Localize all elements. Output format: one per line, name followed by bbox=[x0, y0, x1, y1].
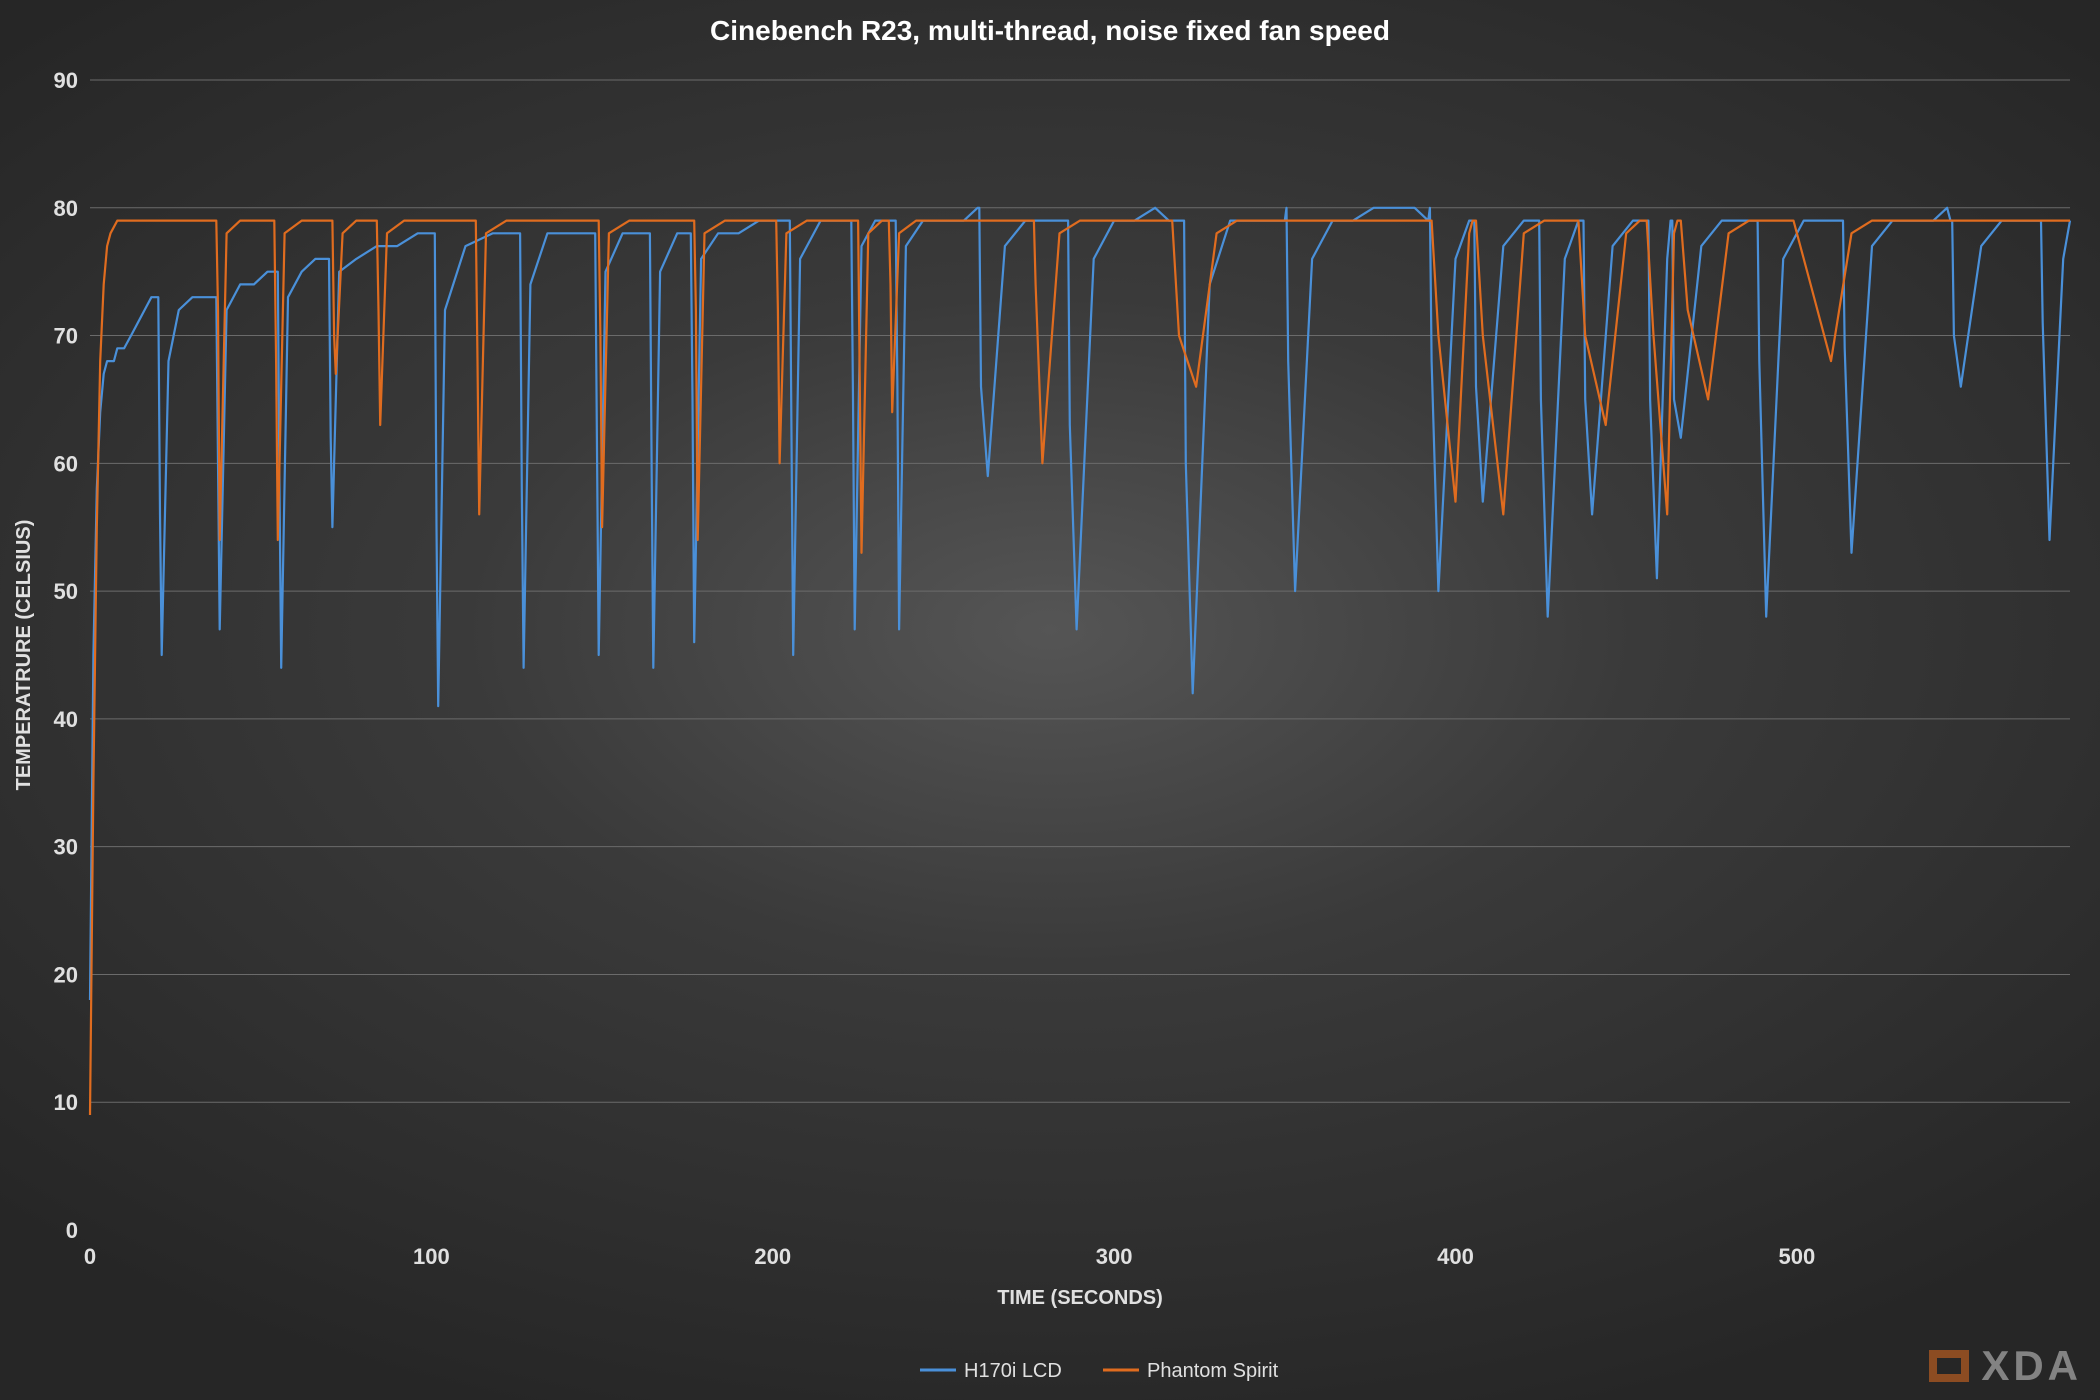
y-axis-ticks: 0 10 20 30 40 50 60 70 80 90 bbox=[54, 68, 78, 1243]
x-axis-ticks: 0 100 200 300 400 500 bbox=[84, 1244, 1815, 1269]
svg-text:10: 10 bbox=[54, 1090, 78, 1115]
svg-text:200: 200 bbox=[754, 1244, 791, 1269]
svg-text:100: 100 bbox=[413, 1244, 450, 1269]
y-axis-label: TEMPERATRURE (CELSIUS) bbox=[13, 520, 35, 791]
x-axis-label: TIME (SECONDS) bbox=[997, 1287, 1163, 1309]
svg-text:60: 60 bbox=[54, 451, 78, 476]
svg-text:40: 40 bbox=[54, 707, 78, 732]
xda-logo-icon bbox=[1925, 1342, 1973, 1390]
svg-text:500: 500 bbox=[1779, 1244, 1816, 1269]
legend-label: Phantom Spirit bbox=[1147, 1360, 1279, 1382]
watermark-text: XDA bbox=[1981, 1342, 2082, 1390]
svg-text:20: 20 bbox=[54, 962, 78, 987]
svg-text:0: 0 bbox=[84, 1244, 96, 1269]
chart-container: { "chart":{ "type":"line", "title":"Cine… bbox=[0, 0, 2100, 1400]
svg-text:80: 80 bbox=[54, 196, 78, 221]
svg-text:400: 400 bbox=[1437, 1244, 1474, 1269]
series-h170i-lcd bbox=[90, 208, 2070, 1000]
line-series-group bbox=[90, 208, 2070, 1115]
svg-text:300: 300 bbox=[1096, 1244, 1133, 1269]
svg-text:0: 0 bbox=[66, 1218, 78, 1243]
svg-text:90: 90 bbox=[54, 68, 78, 93]
watermark: XDA bbox=[1925, 1342, 2082, 1390]
legend: H170i LCD Phantom Spirit bbox=[920, 1360, 1279, 1382]
svg-text:70: 70 bbox=[54, 324, 78, 349]
svg-text:50: 50 bbox=[54, 579, 78, 604]
chart-title: Cinebench R23, multi-thread, noise fixed… bbox=[710, 15, 1390, 46]
chart-svg: Cinebench R23, multi-thread, noise fixed… bbox=[0, 0, 2100, 1400]
svg-text:30: 30 bbox=[54, 835, 78, 860]
series-phantom-spirit bbox=[90, 221, 2070, 1115]
legend-label: H170i LCD bbox=[964, 1360, 1062, 1382]
